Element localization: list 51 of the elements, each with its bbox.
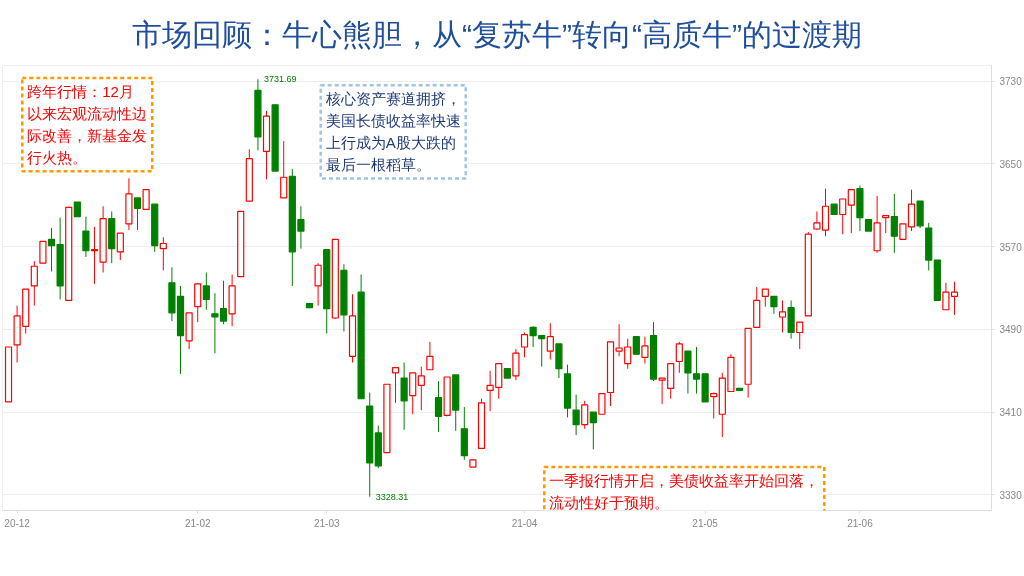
candlestick xyxy=(409,372,417,415)
candlestick xyxy=(159,236,167,271)
candlestick xyxy=(202,271,210,311)
candlestick xyxy=(391,367,400,404)
candlestick xyxy=(581,400,589,430)
chart-title: 市场回顾：牛心熊胆，从“复苏牛”转向“高质牛”的过渡期 xyxy=(132,17,862,51)
annotation: 一季报行情开启，美债收益率开始回落，流动性好于预期。 xyxy=(549,472,820,512)
candlestick xyxy=(133,197,142,231)
candlestick xyxy=(39,240,47,264)
y-tick-label: 3570 xyxy=(999,241,1023,253)
candlestick xyxy=(847,189,855,234)
candlestick xyxy=(546,322,554,360)
candlestick xyxy=(400,362,408,431)
candlestick xyxy=(280,140,288,199)
candlestick xyxy=(512,348,520,381)
x-tick-label: 21-04 xyxy=(511,517,538,529)
candlestick xyxy=(796,321,804,350)
annotation: 核心资产赛道拥挤，美国长债收益率快速上行成为A股大跌的最后一根稻草。 xyxy=(324,90,461,174)
y-tick-label: 3410 xyxy=(999,407,1023,419)
candlestick xyxy=(82,216,90,258)
candlestick xyxy=(890,193,898,254)
candlestick xyxy=(426,341,434,371)
candlestick xyxy=(116,232,124,261)
candlestick xyxy=(778,299,787,333)
candlestick xyxy=(572,394,580,436)
candlestick xyxy=(30,260,38,307)
annotation: 3328.31 xyxy=(375,491,409,502)
candlestick xyxy=(417,366,425,411)
y-tick-label: 3490 xyxy=(999,324,1023,336)
candlestick xyxy=(598,392,606,415)
candlestick xyxy=(314,262,322,307)
x-tick-label: 20-12 xyxy=(4,517,31,529)
candlestick xyxy=(589,411,597,450)
x-tick-label: 21-03 xyxy=(313,517,340,529)
x-tick-label: 21-05 xyxy=(692,517,719,529)
candlestick xyxy=(142,189,150,210)
annotation: 跨年行情：12月以来宏观流动性边际改善，新基金发行火热。 xyxy=(27,82,148,167)
x-tick-label: 21-06 xyxy=(847,517,874,529)
x-tick-label: 21-02 xyxy=(184,517,211,529)
candlestick xyxy=(675,341,683,374)
y-tick-label: 3730 xyxy=(999,76,1023,88)
candlestick xyxy=(684,350,692,395)
annotation: 3731.69 xyxy=(263,74,297,85)
y-tick-label: 3650 xyxy=(999,158,1023,170)
candlestick xyxy=(520,332,529,358)
candlestick xyxy=(194,282,202,323)
y-tick-label: 3330 xyxy=(999,489,1023,501)
candlestick xyxy=(710,392,718,419)
candlestick xyxy=(434,380,443,433)
candlestick xyxy=(641,336,649,365)
candlestick xyxy=(839,198,847,235)
